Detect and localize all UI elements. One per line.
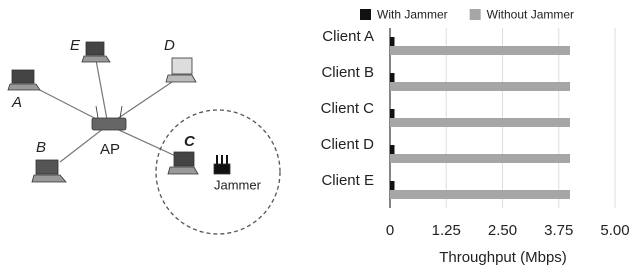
y-tick-label: Client D — [321, 136, 375, 153]
laptop-base — [82, 56, 110, 62]
bar — [390, 145, 395, 154]
laptop-d — [172, 58, 192, 74]
node-label: E — [70, 37, 81, 54]
access-point — [92, 118, 126, 130]
laptop-base — [8, 84, 40, 90]
bar — [390, 82, 570, 91]
node-label: A — [11, 94, 22, 111]
bar — [390, 37, 395, 46]
x-tick-label: 5.00 — [600, 222, 629, 239]
devices — [8, 42, 230, 182]
laptop-base — [166, 75, 196, 82]
jammer — [214, 164, 230, 174]
laptop-a — [12, 70, 34, 83]
node-label: Jammer — [214, 177, 262, 192]
bar-chart: Throughput (Mbps) 0 1.25 2.50 3.75 5.00 Clien… — [321, 8, 630, 266]
laptop-b — [36, 160, 58, 174]
laptop-base — [32, 175, 66, 182]
node-label: C — [184, 133, 196, 150]
x-tick-label: 3.75 — [544, 222, 573, 239]
y-tick-label: Client A — [322, 28, 374, 45]
bar — [390, 46, 570, 55]
bar — [390, 73, 395, 82]
bar — [390, 154, 570, 163]
laptop-e — [86, 42, 104, 55]
network-diagram: A E D B AP C Jammer — [8, 37, 280, 234]
figure: A E D B AP C Jammer Throughput (Mbps) 0 1… — [0, 0, 635, 270]
y-tick-label: Client C — [321, 100, 375, 117]
node-label: AP — [100, 141, 120, 158]
bar — [390, 190, 570, 199]
antenna — [96, 106, 98, 118]
bar — [390, 109, 395, 118]
x-axis-label: Throughput (Mbps) — [439, 249, 567, 266]
x-tick-label: 2.50 — [488, 222, 517, 239]
laptop-c — [174, 152, 194, 166]
x-tick-label: 0 — [386, 222, 394, 239]
node-label: B — [36, 139, 46, 156]
y-tick-label: Client B — [321, 64, 374, 81]
bar — [390, 181, 395, 190]
legend-label: Without Jammer — [487, 8, 574, 22]
node-label: D — [164, 37, 175, 54]
legend-label: With Jammer — [377, 8, 448, 22]
legend-swatch — [470, 9, 481, 20]
x-tick-label: 1.25 — [432, 222, 461, 239]
bar — [390, 118, 570, 127]
legend-swatch — [360, 9, 371, 20]
y-tick-label: Client E — [321, 172, 374, 189]
laptop-base — [168, 167, 198, 174]
